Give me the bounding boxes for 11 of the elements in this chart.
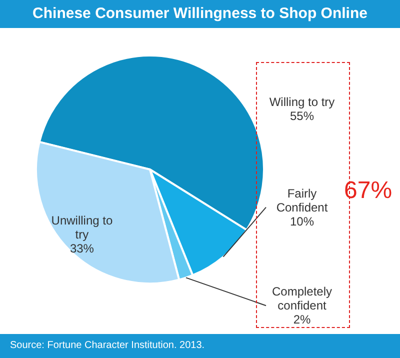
slice-label: Willing to try	[269, 95, 335, 110]
data-label: 10%	[290, 214, 314, 228]
data-label: 55%	[290, 109, 314, 124]
data-label: 33%	[70, 241, 94, 256]
slice-label: Unwilling to try	[51, 213, 113, 242]
source-note: Source: Fortune Character Institution. 2013.	[0, 334, 400, 358]
slice-label: Fairly Confident	[276, 186, 328, 214]
slice-label: Completely confident	[272, 284, 332, 313]
data-label: 2%	[293, 312, 311, 327]
chart-title: Chinese Consumer Willingness to Shop Online	[0, 0, 400, 28]
text: 67%	[344, 176, 392, 206]
